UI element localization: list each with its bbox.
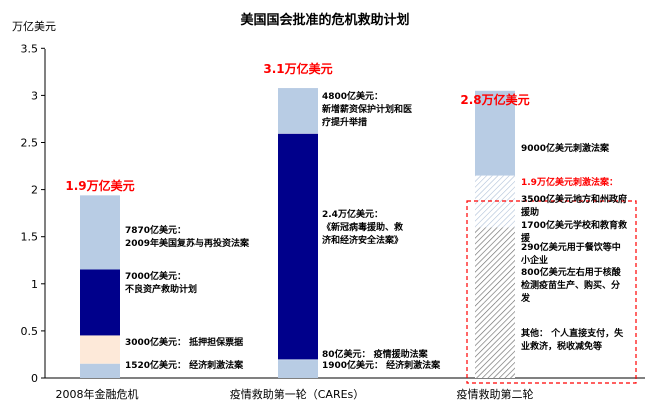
segment-label: 1520亿美元： 经济刺激法案 — [125, 359, 244, 371]
segment-label: 9000亿美元刺激法案 — [521, 142, 610, 154]
bar-segment — [278, 88, 318, 134]
y-tick-label: 2 — [31, 184, 38, 197]
segment-label: 1900亿美元： 经济刺激法案 — [322, 359, 441, 371]
bar-segment — [80, 269, 120, 336]
y-tick-label: 0 — [31, 372, 38, 385]
y-tick-label: 2.5 — [21, 137, 39, 150]
bar-segment — [475, 302, 515, 378]
segment-label: 1700亿美元学校和教育救援 — [521, 219, 628, 244]
bar-total-label: 2.8万亿美元 — [460, 92, 529, 107]
bar-segment — [278, 360, 318, 378]
y-tick-label: 3.5 — [21, 42, 39, 55]
segment-label: 80亿美元： 疫情援助法案 — [322, 348, 429, 360]
bar-segment — [80, 195, 120, 270]
chart-title: 美国国会批准的危机救助计划 — [240, 12, 409, 28]
stimulus-bracket-label: 1.9万亿美元刺激法案： — [521, 176, 618, 188]
segment-label: 800亿美元左右用于核酸检测疫苗生产、购买、分发 — [520, 266, 622, 304]
bar-segment — [80, 363, 120, 378]
segment-label: 7870亿美元： 2009年美国复苏与再投资法案 — [125, 224, 250, 249]
bar-segment — [475, 90, 515, 176]
y-tick-label: 3 — [31, 89, 38, 102]
bar-segment — [80, 335, 120, 364]
bar-total-label: 1.9万亿美元 — [65, 178, 134, 193]
segment-label: 290亿美元用于餐饮等中小企业 — [520, 241, 621, 266]
bar-segment — [475, 208, 515, 225]
segment-label: 3000亿美元： 抵押担保票据 — [125, 336, 243, 348]
y-tick-label: 1.5 — [21, 231, 39, 244]
bar-segment — [278, 133, 318, 360]
segment-label: 4800亿美元：新增薪资保护计划和医疗提升举措 — [322, 90, 412, 128]
y-tick-label: 1 — [31, 278, 38, 291]
x-category-label: 疫情救助第二轮 — [457, 387, 534, 401]
x-category-label: 疫情救助第一轮（CAREs） — [230, 387, 365, 401]
segment-label: 7000亿美元：不良资产救助计划 — [125, 270, 197, 295]
bar-total-label: 3.1万亿美元 — [263, 61, 332, 76]
stimulus-bracket — [466, 200, 637, 384]
segment-label: 2.4万亿美元：《新冠病毒援助、救济和经济安全法案》 — [322, 208, 404, 246]
bar-segment — [475, 224, 515, 228]
segment-label: 其他： 个人直接支付，失业救济，税收减免等 — [521, 327, 624, 352]
bar-segment — [475, 175, 515, 209]
bar-segment — [278, 359, 318, 361]
y-axis-label: 万亿美元 — [12, 20, 56, 33]
y-tick-label: 0.5 — [21, 325, 39, 338]
bar-segment — [475, 227, 515, 303]
segment-label: 3500亿美元地方和州政府援助 — [521, 193, 627, 218]
x-category-label: 2008年金融危机 — [56, 387, 139, 401]
